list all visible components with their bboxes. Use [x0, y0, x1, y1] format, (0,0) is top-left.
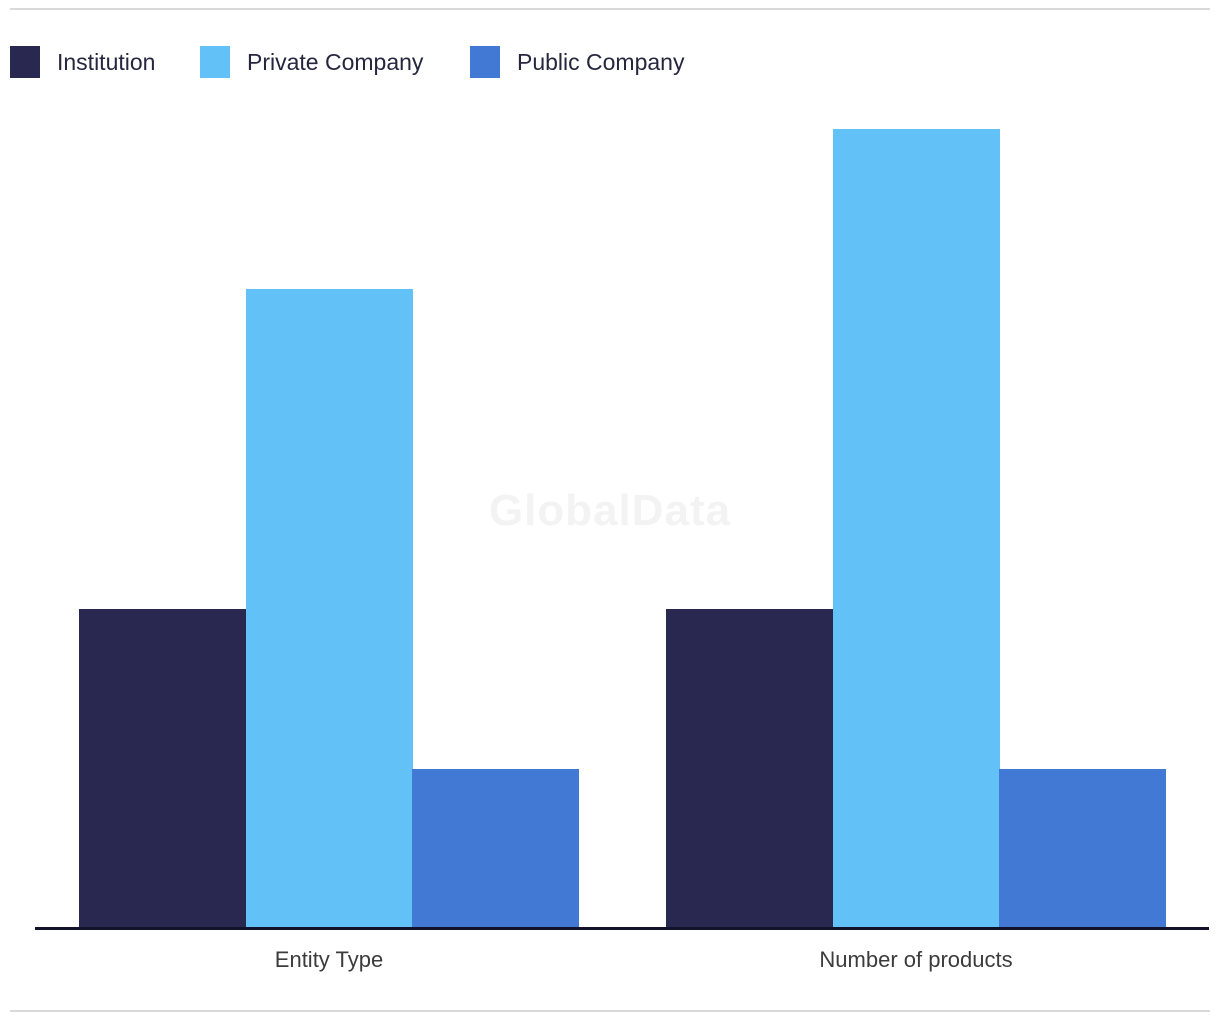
legend-item-private-company[interactable]: Private Company — [200, 46, 470, 78]
bar-institution-group-2[interactable] — [666, 609, 833, 929]
top-divider — [10, 8, 1210, 10]
legend-swatch-public-company-icon — [470, 46, 500, 78]
x-axis-label-entity-type: Entity Type — [274, 947, 384, 972]
legend-label-private-company: Private Company — [247, 48, 424, 75]
legend-label-public-company: Public Company — [517, 48, 685, 75]
x-axis-label-number-of-products: Number of products — [819, 947, 1013, 972]
bar-private-company-group-2[interactable] — [833, 129, 1000, 929]
chart-legend: Institution Private Company Public Compa… — [10, 46, 684, 78]
bar-public-company-group-2[interactable] — [999, 769, 1166, 929]
bar-public-company-group-1[interactable] — [412, 769, 579, 929]
legend-label-institution: Institution — [57, 48, 156, 75]
bar-private-company-group-1[interactable] — [246, 289, 413, 929]
legend-item-institution[interactable]: Institution — [10, 46, 200, 78]
globaldata-watermark: GlobalData — [488, 486, 732, 535]
bottom-divider — [10, 1010, 1210, 1012]
legend-item-public-company[interactable]: Public Company — [470, 46, 684, 78]
x-axis-line — [35, 927, 1209, 930]
legend-swatch-institution-icon — [10, 46, 40, 78]
bar-institution-group-1[interactable] — [79, 609, 246, 929]
legend-swatch-private-company-icon — [200, 46, 230, 78]
